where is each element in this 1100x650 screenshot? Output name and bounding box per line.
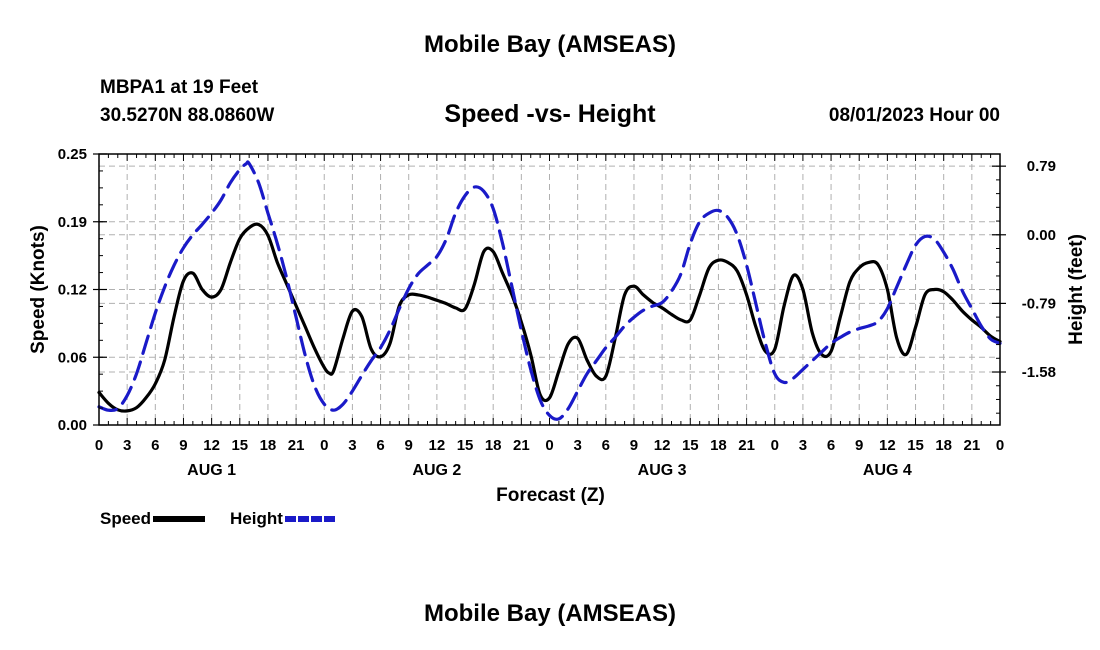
x-tick-label: 12 (879, 437, 896, 454)
series-height-line (97, 160, 1002, 421)
page-title-bottom: Mobile Bay (AMSEAS) (423, 600, 677, 627)
x-tick-label: 0 (996, 437, 1004, 454)
x-tick-label: 9 (179, 437, 187, 454)
x-tick-label: 12 (203, 437, 220, 454)
axis-ticks (93, 153, 1006, 426)
x-tick-label: 18 (935, 437, 952, 454)
y-left-tick-label: 0.06 (58, 349, 87, 366)
x-tick-label: 6 (376, 437, 384, 454)
legend-height-swatch (284, 516, 337, 522)
legend-speed: Speed (100, 509, 206, 529)
x-tick-label: 15 (682, 437, 699, 454)
x-tick-label: 3 (123, 437, 131, 454)
x-axis-title: Forecast (Z) (496, 485, 605, 506)
x-tick-label: 12 (429, 437, 446, 454)
x-tick-label: 6 (602, 437, 610, 454)
x-tick-label: 9 (855, 437, 863, 454)
y-axis-left-title: Speed (Knots) (28, 225, 49, 354)
x-tick-label: 15 (457, 437, 474, 454)
x-tick-label: 0 (95, 437, 103, 454)
station-name: MBPA1 at 19 Feet (100, 77, 259, 98)
series-layer (97, 160, 1002, 421)
forecast-datetime: 08/01/2023 Hour 00 (828, 105, 1000, 126)
x-tick-label: 21 (738, 437, 755, 454)
x-tick-label: 6 (827, 437, 835, 454)
x-tick-label: 3 (573, 437, 581, 454)
y-right-tick-label: -1.58 (1022, 364, 1056, 381)
y-left-tick-label: 0.19 (58, 214, 87, 231)
x-tick-label: 21 (513, 437, 530, 454)
x-tick-label: 18 (710, 437, 727, 454)
day-label: AUG 4 (863, 462, 912, 479)
x-tick-label: 15 (231, 437, 248, 454)
x-tick-label: 0 (771, 437, 779, 454)
x-tick-label: 15 (907, 437, 924, 454)
x-tick-label: 9 (405, 437, 413, 454)
legend-speed-swatch (153, 516, 206, 522)
station-coordinates: 30.5270N 88.0860W (100, 105, 275, 126)
y-left-tick-label: 0.25 (58, 146, 87, 163)
x-tick-label: 9 (630, 437, 638, 454)
day-label: AUG 2 (412, 462, 461, 479)
x-tick-label: 18 (260, 437, 277, 454)
day-label: AUG 3 (638, 462, 687, 479)
x-tick-label: 0 (545, 437, 553, 454)
page-title-top: Mobile Bay (AMSEAS) (423, 31, 677, 58)
y-left-tick-label: 0.00 (58, 417, 87, 434)
x-tick-label: 3 (348, 437, 356, 454)
y-right-tick-label: -0.79 (1022, 295, 1056, 312)
x-tick-label: 3 (799, 437, 807, 454)
x-tick-label: 6 (151, 437, 159, 454)
y-left-tick-label: 0.12 (58, 282, 87, 299)
y-right-tick-label: 0.00 (1027, 227, 1056, 244)
legend-speed-label: Speed (100, 509, 152, 528)
x-tick-label: 21 (964, 437, 981, 454)
chart-title: Speed -vs- Height (444, 100, 656, 128)
series-speed-line (97, 222, 1002, 413)
x-tick-label: 12 (654, 437, 671, 454)
chart-grid (99, 154, 1000, 425)
x-tick-label: 0 (320, 437, 328, 454)
legend-height-label: Height (230, 509, 283, 528)
axis-labels: 0 3 6 9 12 15 18 21 0 3 6 9 12 15 18 21 0 3 6 9 12 15 18 21 0 3 6 9… (28, 146, 1087, 506)
x-tick-label: 21 (288, 437, 305, 454)
legend-height: Height (230, 509, 337, 529)
x-tick-label: 18 (485, 437, 502, 454)
day-label: AUG 1 (187, 462, 236, 479)
y-right-tick-label: 0.79 (1027, 158, 1056, 175)
y-axis-right-title: Height (feet) (1066, 234, 1087, 345)
